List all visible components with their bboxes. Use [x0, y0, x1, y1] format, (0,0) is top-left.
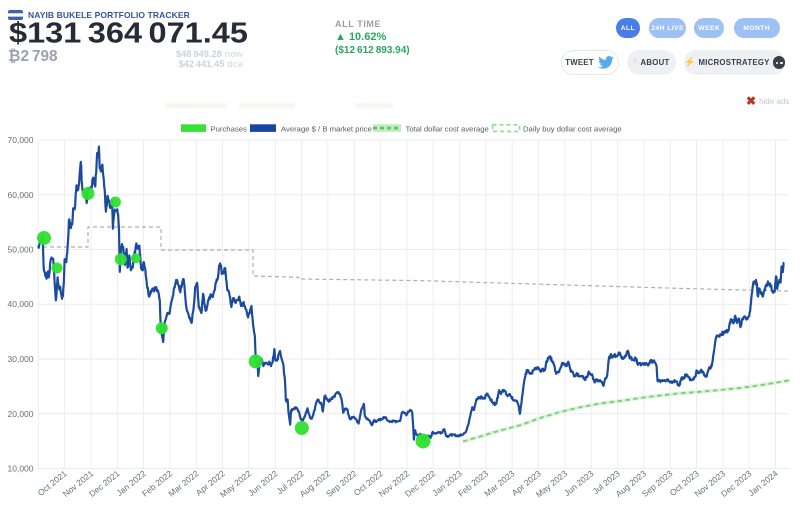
svg-text:Jun 2022: Jun 2022 [246, 468, 280, 498]
svg-text:20,000: 20,000 [8, 409, 34, 419]
svg-text:Jan 2024: Jan 2024 [746, 468, 780, 498]
svg-text:70,000: 70,000 [8, 135, 34, 145]
svg-text:Total dollar cost average: Total dollar cost average [406, 124, 489, 133]
svg-text:Mar 2022: Mar 2022 [166, 468, 200, 499]
svg-text:Daily buy dollar cost average: Daily buy dollar cost average [523, 124, 622, 133]
svg-text:40,000: 40,000 [8, 299, 34, 309]
svg-text:Jun 2023: Jun 2023 [562, 468, 596, 498]
svg-text:30,000: 30,000 [8, 354, 34, 364]
svg-text:50,000: 50,000 [8, 245, 34, 255]
svg-text:Purchases: Purchases [211, 124, 247, 133]
svg-text:60,000: 60,000 [8, 190, 34, 200]
svg-text:10,000: 10,000 [8, 464, 34, 474]
svg-text:Average $ / B market price: Average $ / B market price [281, 124, 372, 133]
